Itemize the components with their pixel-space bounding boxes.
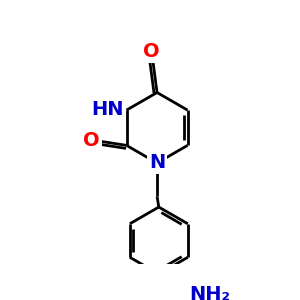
Text: NH₂: NH₂ (189, 285, 230, 300)
Text: O: O (83, 130, 100, 150)
Text: O: O (143, 43, 160, 61)
Text: N: N (149, 154, 165, 172)
Text: HN: HN (92, 100, 124, 119)
